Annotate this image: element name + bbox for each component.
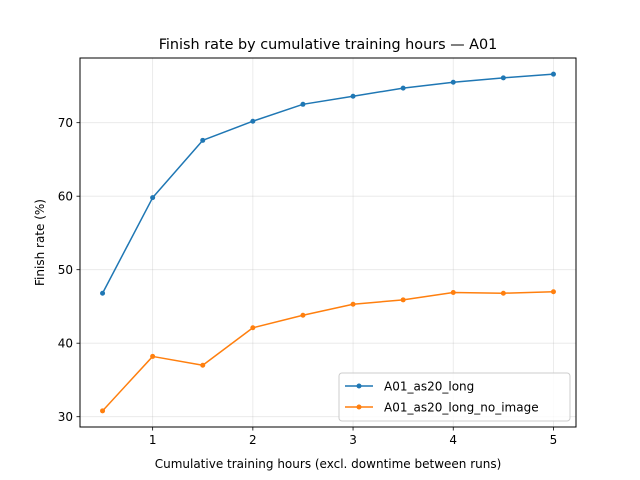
chart-title: Finish rate by cumulative training hours… [159, 37, 498, 53]
series-line [101, 73, 554, 294]
data-point [350, 301, 356, 307]
data-point [400, 85, 406, 91]
y-axis-ticks: 30 40 50 60 70 [58, 116, 80, 424]
data-point [200, 137, 206, 143]
series-1 [100, 289, 556, 414]
data-series [100, 71, 556, 414]
y-tick-label: 70 [58, 116, 73, 130]
y-tick-label: 40 [58, 337, 73, 351]
x-axis-label: Cumulative training hours (excl. downtim… [155, 457, 502, 471]
x-axis-ticks: 1 2 3 4 5 [149, 427, 557, 447]
data-point [300, 312, 306, 318]
legend: A01_as20_long A01_as20_long_no_image [338, 372, 571, 422]
legend-label: A01_as20_long [384, 380, 474, 394]
data-point [400, 297, 406, 303]
series-0 [100, 71, 556, 296]
x-tick-label: 2 [249, 433, 257, 447]
data-point [550, 71, 556, 77]
legend-entry-0: A01_as20_long [345, 380, 474, 394]
data-point [500, 75, 506, 81]
data-point [450, 79, 456, 85]
legend-marker-icon [356, 404, 362, 410]
y-tick-label: 30 [58, 410, 73, 424]
grid-lines [80, 58, 576, 427]
data-point [100, 290, 106, 296]
plot-frame [79, 57, 577, 428]
data-point [350, 93, 356, 99]
x-tick-label: 4 [449, 433, 457, 447]
data-point [250, 118, 256, 124]
data-point [100, 408, 106, 414]
y-tick-label: 50 [58, 263, 73, 277]
data-point [250, 325, 256, 331]
data-point [450, 289, 456, 295]
data-point [300, 101, 306, 107]
x-tick-label: 1 [149, 433, 157, 447]
legend-box [338, 372, 571, 422]
y-axis-label: Finish rate (%) [33, 199, 47, 286]
x-tick-label: 3 [349, 433, 357, 447]
data-point [150, 195, 156, 201]
data-point [550, 289, 556, 295]
series-line [101, 290, 554, 412]
legend-marker-icon [356, 383, 362, 389]
data-point [200, 362, 206, 368]
legend-entry-1: A01_as20_long_no_image [345, 401, 539, 415]
x-tick-label: 5 [550, 433, 558, 447]
data-point [500, 290, 506, 296]
y-tick-label: 60 [58, 189, 73, 203]
legend-label: A01_as20_long_no_image [384, 401, 539, 415]
data-point [150, 353, 156, 359]
